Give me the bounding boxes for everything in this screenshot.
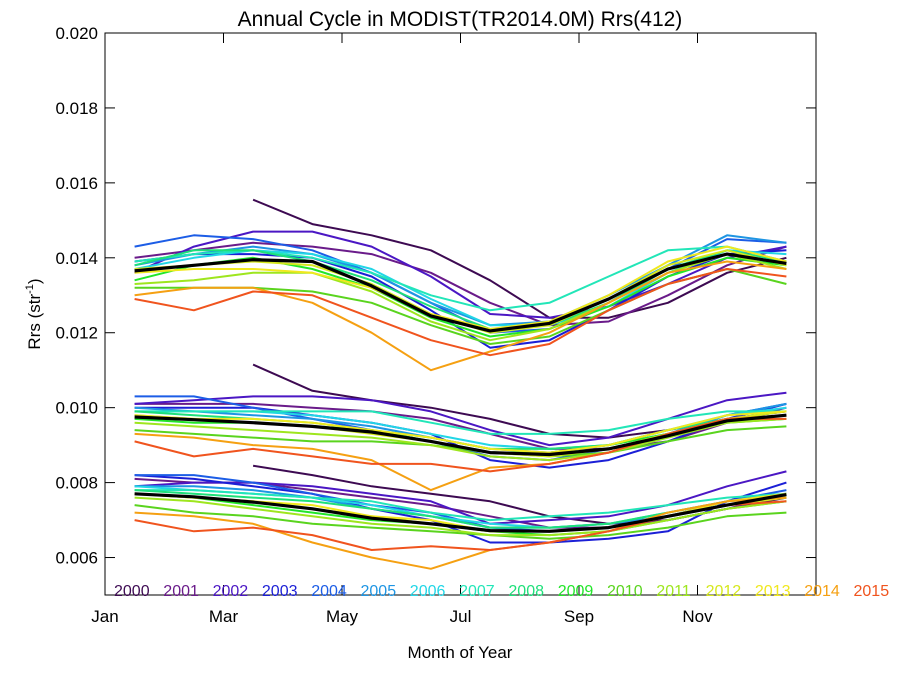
x-tick-label-5: Nov	[682, 607, 713, 626]
series-line-2010-lower	[134, 504, 787, 540]
y-tick-label-5: 0.016	[55, 174, 98, 193]
y-axis-label-main: Rrs (str	[25, 294, 44, 350]
y-axis-label: Rrs (str-1)	[24, 278, 44, 349]
legend-item-2010: 2010	[607, 583, 643, 600]
legend-item-2012: 2012	[706, 583, 742, 600]
y-tick-label-3: 0.012	[55, 324, 98, 343]
y-tick-label-1: 0.008	[55, 474, 98, 493]
series-line-2014-lower	[134, 496, 787, 570]
legend-item-2009: 2009	[558, 583, 594, 600]
legend-item-2002: 2002	[213, 583, 249, 600]
y-tick-label-6: 0.018	[55, 99, 98, 118]
x-axis: Jan Mar May Jul Sep Nov	[91, 33, 713, 626]
y-tick-label-4: 0.014	[55, 249, 98, 268]
series-line-2002-middle	[134, 391, 787, 447]
y-tick-label-2: 0.010	[55, 399, 98, 418]
series-line-2013-upper	[134, 245, 787, 330]
legend-item-2003: 2003	[262, 583, 298, 600]
y-axis: 0.006 0.008 0.010 0.012 0.014 0.016 0.018 0.020	[55, 24, 816, 568]
x-tick-label-0: Jan	[91, 607, 118, 626]
y-tick-label-7: 0.020	[55, 24, 98, 43]
legend-item-2014: 2014	[804, 583, 840, 600]
legend-item-2001: 2001	[163, 583, 199, 600]
series-line-2010-middle	[134, 425, 787, 458]
legend-item-2004: 2004	[311, 583, 347, 600]
mean-lines	[134, 252, 787, 533]
series-line-2015-middle	[134, 417, 787, 473]
series-line-2002-lower	[134, 470, 787, 525]
legend-item-2011: 2011	[656, 583, 691, 600]
series-line-2001-upper	[134, 241, 787, 327]
y-tick-label-0: 0.006	[55, 549, 98, 568]
y-axis-label-sup: -1	[24, 284, 36, 294]
x-tick-label-3: Jul	[450, 607, 472, 626]
mean-line-lower	[134, 492, 787, 533]
legend-item-2006: 2006	[410, 583, 446, 600]
series-line-2007-middle	[134, 410, 787, 435]
series-line-2007-lower	[134, 489, 787, 522]
series-line-2010-upper	[134, 268, 787, 345]
series-line-2011-upper	[134, 253, 787, 342]
legend: 2000 2001 2002 2003 2004 2005 2006 2007 2008 2009…	[114, 583, 889, 600]
x-tick-label-4: Sep	[564, 607, 594, 626]
x-axis-label: Month of Year	[408, 643, 513, 662]
series-line-2011-middle	[134, 417, 787, 462]
series-line-2014-upper	[134, 260, 787, 372]
series-line-2015-upper	[134, 268, 787, 357]
series-line-2011-lower	[134, 496, 787, 537]
series-line-2000-upper	[252, 198, 787, 319]
chart-title: Annual Cycle in MODIST(TR2014.0M) Rrs(41…	[238, 8, 683, 31]
legend-item-2008: 2008	[508, 583, 544, 600]
y-axis-label-tail: )	[25, 278, 44, 284]
series-line-2005-upper	[134, 234, 787, 327]
x-tick-label-2: May	[326, 607, 359, 626]
legend-item-2013: 2013	[755, 583, 791, 600]
legend-item-2000: 2000	[114, 583, 150, 600]
legend-item-2015: 2015	[854, 583, 890, 600]
series-line-2013-middle	[134, 410, 787, 454]
series-line-2002-upper	[134, 230, 787, 319]
mean-line-middle	[134, 413, 787, 457]
legend-item-2007: 2007	[459, 583, 495, 600]
mean-line-upper	[134, 252, 787, 333]
x-tick-label-1: Mar	[209, 607, 239, 626]
series-lines	[134, 198, 787, 570]
legend-item-2005: 2005	[361, 583, 397, 600]
